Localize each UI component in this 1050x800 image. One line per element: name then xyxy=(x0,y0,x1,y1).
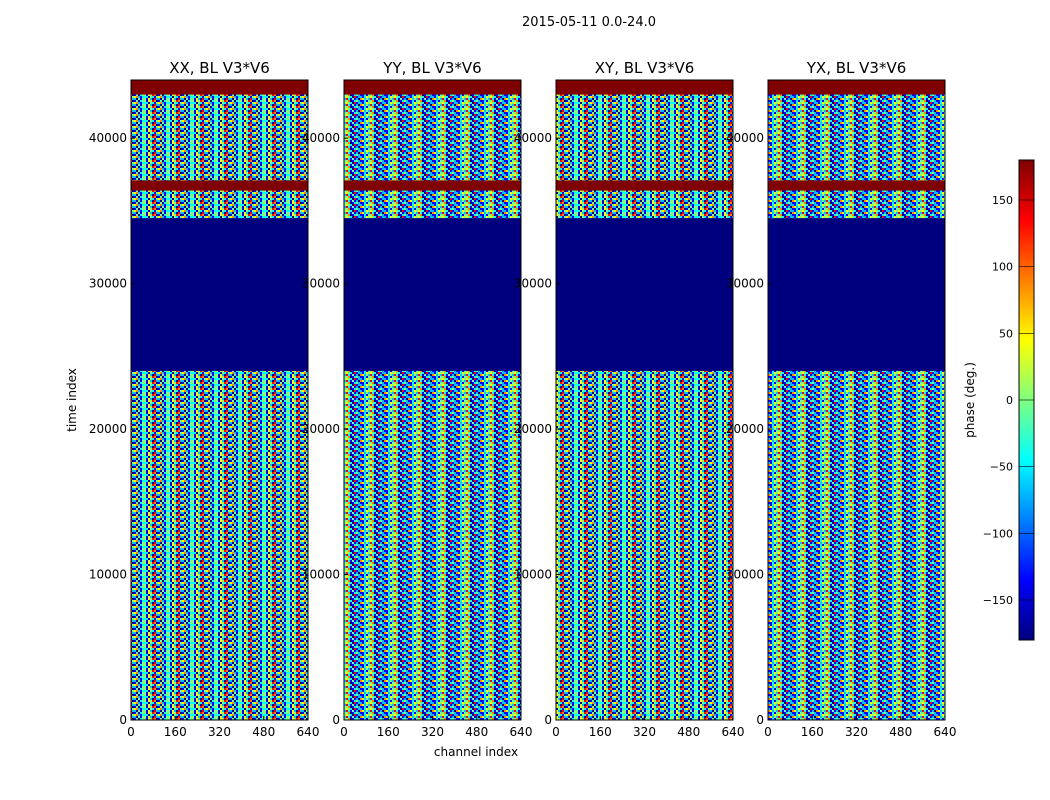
y-tick-label: 20000 xyxy=(89,422,127,436)
y-tick-label: 30000 xyxy=(514,277,552,291)
y-tick-label: 30000 xyxy=(302,277,340,291)
masked-band xyxy=(768,180,945,191)
x-tick-label: 160 xyxy=(801,725,824,739)
masked-band xyxy=(556,218,733,371)
x-axis-label: channel index xyxy=(434,745,518,759)
x-tick-label: 0 xyxy=(764,725,772,739)
masked-band xyxy=(556,180,733,191)
x-tick-label: 320 xyxy=(845,725,868,739)
x-tick-label: 480 xyxy=(252,725,275,739)
colorbar-tick-label: −150 xyxy=(983,594,1013,607)
masked-band xyxy=(344,218,521,371)
colorbar-tick-label: 0 xyxy=(1006,394,1013,407)
heatmap-cells xyxy=(131,80,308,720)
heatmap-panel-2: YY, BL V3*V6 0 160 320 480 640 0 10000 20000 3000… xyxy=(302,59,533,739)
colorbar-tick-label: 50 xyxy=(999,327,1013,340)
colorbar: 150 100 50 0 −50 −100 −150 phase (deg.) xyxy=(963,159,1035,641)
heatmap-cells xyxy=(344,80,521,720)
y-tick-label: 0 xyxy=(756,713,764,727)
y-tick-label: 40000 xyxy=(726,131,764,145)
colorbar-tick-label: −50 xyxy=(990,461,1013,474)
masked-band xyxy=(131,180,308,191)
y-axis-label: time index xyxy=(65,368,79,432)
x-tick-label: 160 xyxy=(164,725,187,739)
colorbar-tick-label: −100 xyxy=(983,527,1013,540)
y-tick-label: 20000 xyxy=(514,422,552,436)
masked-band xyxy=(131,218,308,371)
x-tick-label: 320 xyxy=(208,725,231,739)
x-tick-label: 320 xyxy=(633,725,656,739)
y-tick-label: 20000 xyxy=(726,422,764,436)
x-tick-label: 480 xyxy=(677,725,700,739)
y-tick-label: 20000 xyxy=(302,422,340,436)
x-tick-label: 640 xyxy=(722,725,745,739)
y-tick-label: 10000 xyxy=(514,568,552,582)
y-tick-label: 40000 xyxy=(514,131,552,145)
masked-band xyxy=(131,80,308,95)
y-tick-label: 0 xyxy=(332,713,340,727)
figure-suptitle: 2015-05-11 0.0-24.0 xyxy=(522,15,656,30)
masked-band xyxy=(768,80,945,95)
heatmap-panel-4: YX, BL V3*V6 0 160 320 480 640 0 10000 20000 3000… xyxy=(726,59,957,739)
panel-title: XX, BL V3*V6 xyxy=(169,59,270,77)
x-tick-label: 0 xyxy=(127,725,135,739)
x-tick-label: 640 xyxy=(934,725,957,739)
y-tick-label: 30000 xyxy=(726,277,764,291)
x-tick-label: 0 xyxy=(340,725,348,739)
heatmap-cells xyxy=(556,80,733,720)
heatmap-panel-3: XY, BL V3*V6 0 160 320 480 640 0 10000 20000 3000… xyxy=(514,59,745,739)
x-tick-label: 320 xyxy=(421,725,444,739)
y-tick-label: 0 xyxy=(119,713,127,727)
y-tick-label: 10000 xyxy=(726,568,764,582)
y-tick-label: 40000 xyxy=(89,131,127,145)
y-tick-label: 0 xyxy=(544,713,552,727)
x-tick-label: 0 xyxy=(552,725,560,739)
heatmap-panel-1: XX, BL V3*V6 0 160 320 480 640 0 10000 20000 3000… xyxy=(89,59,320,739)
colorbar-label: phase (deg.) xyxy=(963,362,977,438)
x-tick-label: 640 xyxy=(510,725,533,739)
colorbar-tick-label: 100 xyxy=(992,261,1013,274)
panel-title: XY, BL V3*V6 xyxy=(595,59,695,77)
x-tick-label: 480 xyxy=(889,725,912,739)
masked-band xyxy=(344,80,521,95)
masked-band xyxy=(556,80,733,95)
masked-band xyxy=(344,180,521,191)
y-tick-label: 40000 xyxy=(302,131,340,145)
masked-band xyxy=(768,218,945,371)
panel-title: YX, BL V3*V6 xyxy=(806,59,907,77)
x-tick-label: 160 xyxy=(589,725,612,739)
heatmap-cells xyxy=(768,80,945,720)
colorbar-tick-label: 150 xyxy=(992,194,1013,207)
y-tick-label: 10000 xyxy=(302,568,340,582)
panel-title: YY, BL V3*V6 xyxy=(382,59,481,77)
x-tick-label: 160 xyxy=(377,725,400,739)
x-tick-label: 480 xyxy=(465,725,488,739)
x-tick-label: 640 xyxy=(297,725,320,739)
y-tick-label: 10000 xyxy=(89,568,127,582)
y-tick-label: 30000 xyxy=(89,277,127,291)
